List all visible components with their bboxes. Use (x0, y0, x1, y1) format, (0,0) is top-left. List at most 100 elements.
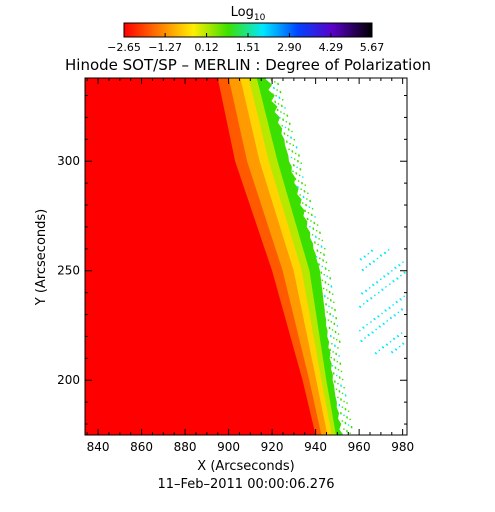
heatmap-noise-pixel (324, 282, 327, 284)
heatmap-noise-pixel (295, 147, 298, 149)
heatmap-noise-pixel (335, 352, 337, 355)
heatmap-cyan-speckle (368, 287, 371, 289)
heatmap-noise-pixel (311, 214, 313, 217)
heatmap-noise-pixel (291, 150, 293, 152)
heatmap-noise-pixel (277, 103, 280, 105)
heatmap-noise-pixel (335, 374, 338, 377)
heatmap-cyan-speckle (393, 314, 396, 316)
heatmap-noise-pixel (334, 309, 336, 312)
heatmap-noise-pixel (307, 218, 309, 221)
heatmap-noise-pixel (299, 168, 301, 170)
heatmap-noise-pixel (286, 115, 289, 117)
heatmap-noise-pixel (325, 289, 328, 291)
heatmap-cyan-speckle (396, 335, 399, 337)
heatmap-noise-pixel (335, 388, 338, 390)
heatmap-cyan-speckle (362, 326, 364, 328)
heatmap-noise-pixel (333, 373, 335, 375)
heatmap-cyan-speckle (400, 274, 402, 277)
x-axis-label: X (Arcseconds) (197, 459, 294, 474)
heatmap-cyan-speckle (361, 268, 364, 271)
heatmap-cyan-speckle (389, 283, 391, 285)
colorbar-tick-label: −1.27 (148, 41, 182, 54)
heatmap-noise-pixel (302, 196, 305, 199)
heatmap-noise-pixel (300, 162, 302, 164)
heatmap-noise-pixel (279, 90, 282, 93)
heatmap-noise-pixel (318, 263, 320, 265)
chart-title: Hinode SOT/SP – MERLIN : Degree of Polar… (65, 56, 431, 74)
heatmap-noise-pixel (331, 293, 334, 295)
heatmap-noise-pixel (335, 353, 337, 356)
heatmap-noise-pixel (298, 154, 300, 156)
heatmap-noise-pixel (339, 377, 341, 379)
heatmap-noise-pixel (294, 177, 296, 180)
heatmap-noise-pixel (286, 141, 288, 143)
heatmap-noise-pixel (310, 220, 312, 222)
heatmap-cyan-speckle (372, 260, 375, 262)
heatmap-cyan-speckle (378, 325, 381, 327)
heatmap-noise-pixel (299, 194, 301, 196)
heatmap-cyan-speckle (368, 263, 371, 265)
heatmap-noise-pixel (333, 322, 335, 325)
heatmap-noise-pixel (334, 380, 336, 382)
heatmap-cyan-speckle (389, 341, 392, 343)
heatmap-noise-pixel (275, 95, 277, 97)
heatmap-noise-pixel (343, 400, 345, 403)
heatmap-noise-pixel (323, 273, 325, 276)
heatmap-noise-pixel (276, 89, 278, 91)
heatmap-noise-pixel (340, 384, 342, 386)
heatmap-cyan-speckle (389, 316, 392, 319)
x-tick-label: 980 (391, 440, 414, 454)
heatmap-noise-pixel (338, 404, 340, 406)
heatmap-noise-pixel (344, 395, 347, 397)
heatmap-cyan-speckle (397, 311, 400, 314)
heatmap-noise-pixel (337, 369, 340, 371)
heatmap-cyan-speckle (386, 320, 388, 322)
heatmap-noise-pixel (344, 421, 347, 424)
heatmap-noise-pixel (316, 250, 319, 252)
heatmap-noise-pixel (335, 317, 337, 320)
heatmap-cyan-speckle (370, 249, 373, 252)
heatmap-noise-pixel (326, 275, 328, 277)
heatmap-noise-pixel (336, 360, 338, 363)
heatmap-noise-pixel (326, 311, 328, 313)
heatmap-cyan-speckle (365, 266, 368, 268)
heatmap-noise-pixel (292, 170, 294, 173)
heatmap-noise-pixel (322, 259, 324, 261)
heatmap-cyan-speckle (380, 278, 382, 281)
heatmap-noise-pixel (325, 304, 327, 306)
heatmap-noise-pixel (287, 128, 290, 130)
heatmap-noise-pixel (289, 123, 291, 125)
heatmap-noise-pixel (324, 267, 327, 269)
heatmap-noise-pixel (338, 404, 341, 407)
heatmap-noise-pixel (334, 331, 337, 334)
heatmap-noise-pixel (318, 264, 320, 266)
heatmap-noise-pixel (333, 301, 335, 303)
heatmap-noise-pixel (313, 221, 315, 224)
heatmap-noise-pixel (330, 299, 332, 301)
heatmap-noise-pixel (304, 210, 306, 212)
heatmap-cyan-speckle (380, 254, 382, 256)
heatmap-cyan-speckle (366, 323, 368, 326)
heatmap-noise-pixel (334, 367, 337, 369)
heatmap-noise-pixel (324, 247, 326, 250)
heatmap-noise-pixel (295, 173, 298, 175)
x-axis: 840 860 880 900 920 940 960 980 (87, 78, 414, 454)
heatmap-noise-pixel (309, 200, 312, 203)
heatmap-cyan-speckle (370, 321, 372, 323)
heatmap-noise-pixel (288, 129, 290, 131)
heatmap-noise-pixel (341, 406, 344, 408)
heatmap-cyan-speckle (393, 337, 395, 340)
heatmap-noise-pixel (330, 356, 333, 359)
heatmap-noise-pixel (320, 271, 322, 273)
heatmap-noise-pixel (324, 295, 326, 297)
heatmap-noise-pixel (290, 136, 292, 138)
heatmap-noise-pixel (312, 227, 314, 229)
heatmap-noise-pixel (298, 155, 300, 157)
heatmap-cyan-speckle (385, 286, 387, 288)
heatmap-noise-pixel (344, 422, 347, 425)
heatmap-noise-pixel (334, 366, 337, 369)
heatmap-noise-pixel (337, 333, 340, 335)
heatmap-noise-pixel (284, 126, 287, 129)
x-tick-label: 960 (348, 440, 371, 454)
heatmap-noise-pixel (329, 349, 331, 352)
